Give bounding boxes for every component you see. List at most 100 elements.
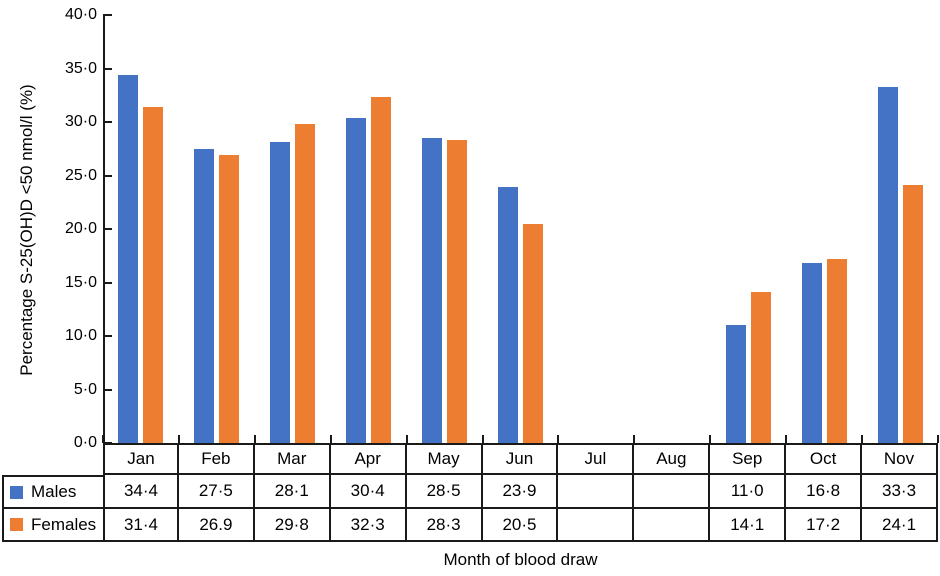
males-value-sep: 11·0: [710, 475, 787, 509]
males-value-apr: 30·4: [330, 475, 407, 509]
males-value-jun: 23·9: [482, 475, 559, 509]
bar-males-nov: [877, 86, 898, 443]
month-cell-sep: Sep: [710, 443, 787, 475]
bar-males-mar: [270, 142, 291, 443]
bar-males-jan: [118, 74, 139, 443]
y-tick-label: 40·0: [64, 6, 97, 23]
table-corner-blank: [2, 443, 103, 475]
month-cell-mar: Mar: [254, 443, 331, 475]
bar-males-jun: [497, 187, 518, 443]
y-tick-label: 25·0: [64, 166, 97, 184]
bar-females-oct: [826, 258, 847, 443]
y-tick-label: 15·0: [64, 273, 97, 291]
y-tick-mark: [103, 335, 112, 337]
females-value-apr: 32·3: [330, 509, 407, 542]
month-cell-jan: Jan: [103, 443, 179, 475]
males-value-mar: 28·1: [254, 475, 331, 509]
x-axis-tick: [557, 435, 560, 443]
females-value-sep: 14·1: [710, 509, 787, 542]
month-cell-oct: Oct: [786, 443, 863, 475]
x-axis-tick: [177, 435, 180, 443]
month-cell-nov: Nov: [862, 443, 938, 475]
x-axis-tick: [405, 435, 408, 443]
x-axis-tick: [329, 435, 332, 443]
bar-group-jan: [103, 15, 179, 443]
bar-females-jan: [143, 107, 164, 443]
x-axis-tick: [937, 435, 939, 443]
bar-group-nov: [862, 15, 938, 443]
males-value-nov: 33·3: [862, 475, 938, 509]
month-cell-aug: Aug: [634, 443, 711, 475]
females-value-jun: 20·5: [482, 509, 559, 542]
bar-group-jul: [558, 15, 634, 443]
bar-group-oct: [786, 15, 862, 443]
x-axis-tick: [709, 435, 712, 443]
bar-males-may: [422, 138, 443, 443]
y-tick-label: 20·0: [64, 220, 97, 237]
females-value-aug: [634, 509, 711, 542]
y-tick-mark: [103, 121, 112, 123]
legend-females: Females: [2, 509, 103, 542]
x-axis-tick: [253, 435, 256, 443]
males-legend-label: Males: [31, 482, 77, 501]
x-axis-title: Month of blood draw: [443, 550, 598, 569]
y-tick-mark: [103, 67, 112, 70]
females-value-may: 28·3: [406, 509, 483, 542]
females-value-nov: 24·1: [862, 509, 938, 542]
males-value-oct: 16·8: [786, 475, 863, 509]
bar-females-nov: [902, 185, 923, 443]
females-value-jul: [558, 509, 635, 542]
males-value-aug: [634, 475, 711, 509]
bar-group-aug: [634, 15, 710, 443]
males-value-jan: 34·4: [103, 475, 179, 509]
y-tick-mark: [103, 228, 112, 230]
y-tick-mark: [103, 388, 112, 391]
bar-group-may: [407, 15, 483, 443]
y-tick-label: 30·0: [64, 113, 97, 130]
females-value-jan: 31·4: [103, 509, 179, 542]
bar-females-may: [447, 140, 468, 443]
month-cell-jun: Jun: [482, 443, 559, 475]
bar-males-sep: [725, 325, 746, 443]
females-value-mar: 29·8: [254, 509, 331, 542]
bar-group-jun: [483, 15, 559, 443]
y-tick-mark: [103, 14, 112, 16]
y-tick-mark: [103, 174, 112, 177]
y-axis-line: [103, 15, 105, 443]
x-axis-tick: [785, 435, 788, 443]
bar-females-sep: [750, 292, 771, 443]
bar-females-apr: [371, 97, 392, 443]
data-table: Jan Feb Mar Apr May Jun Jul Aug Sep Oct Nov Males 34…: [2, 443, 938, 542]
x-axis-tick: [633, 435, 636, 443]
males-swatch-icon: [10, 485, 23, 499]
bar-males-apr: [346, 117, 367, 443]
month-cell-jul: Jul: [558, 443, 635, 475]
y-tick-label: 0·0: [73, 434, 97, 451]
bar-group-mar: [255, 15, 331, 443]
bar-females-feb: [219, 155, 240, 443]
females-value-oct: 17·2: [786, 509, 863, 542]
y-tick-label: 5·0: [73, 380, 97, 398]
males-value-jul: [558, 475, 635, 509]
bar-group-apr: [331, 15, 407, 443]
females-swatch-icon: [10, 518, 23, 531]
legend-males: Males: [2, 475, 103, 509]
females-value-feb: 26.9: [178, 509, 255, 542]
y-tick-label: 10·0: [64, 327, 97, 344]
bar-females-jun: [522, 223, 543, 443]
bar-females-mar: [295, 124, 316, 443]
y-tick-mark: [103, 281, 112, 284]
bar-group-sep: [710, 15, 786, 443]
bar-males-feb: [194, 148, 215, 443]
x-axis-tick: [102, 435, 104, 443]
females-legend-label: Females: [31, 514, 97, 534]
bar-group-feb: [179, 15, 255, 443]
x-axis-tick: [861, 435, 864, 443]
x-axis-tick: [481, 435, 484, 443]
bar-males-oct: [801, 263, 822, 443]
y-tick-label: 35·0: [64, 59, 97, 77]
males-value-feb: 27·5: [178, 475, 255, 509]
month-cell-feb: Feb: [178, 443, 255, 475]
month-cell-apr: Apr: [330, 443, 407, 475]
